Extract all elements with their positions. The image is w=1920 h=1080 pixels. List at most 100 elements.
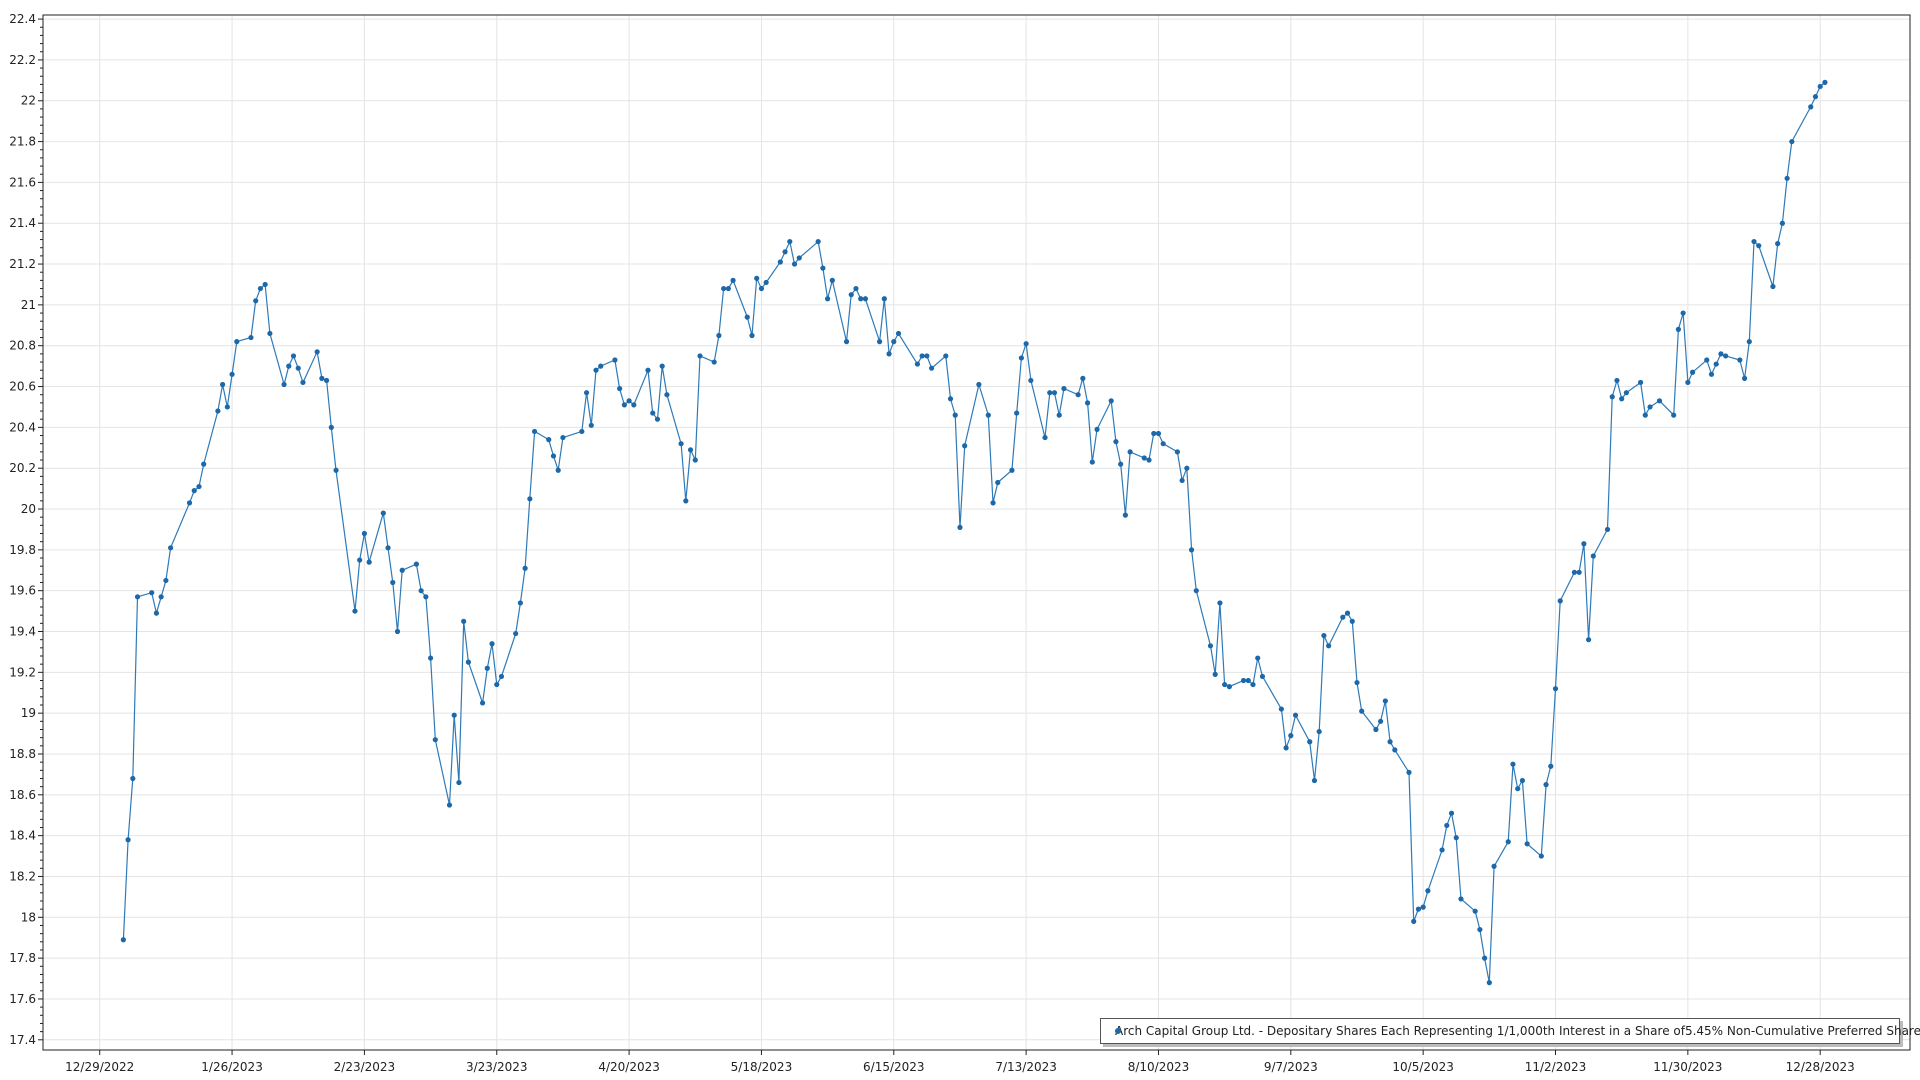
data-point — [1075, 392, 1081, 398]
data-point — [1723, 353, 1729, 359]
data-point — [1609, 394, 1615, 400]
y-tick-label: 20.6 — [9, 380, 36, 394]
data-point — [361, 530, 368, 537]
data-point — [295, 365, 301, 371]
data-point — [862, 296, 869, 302]
data-point — [418, 588, 424, 594]
data-point — [976, 381, 982, 388]
data-point — [1127, 449, 1133, 455]
data-point — [498, 673, 505, 680]
data-point — [1009, 467, 1015, 473]
data-point — [782, 249, 788, 255]
data-point — [815, 238, 821, 245]
data-point — [891, 339, 897, 345]
data-point — [1604, 526, 1611, 533]
data-point — [286, 363, 292, 369]
data-point — [1250, 681, 1256, 688]
data-point — [465, 659, 471, 665]
data-point — [1808, 104, 1814, 110]
data-point — [328, 424, 334, 430]
data-point — [1018, 355, 1025, 361]
data-point — [853, 285, 859, 292]
y-tick-label: 19.6 — [9, 584, 36, 598]
data-point — [1552, 686, 1559, 692]
data-point — [191, 488, 197, 494]
data-point — [598, 363, 604, 369]
data-point — [1188, 547, 1195, 553]
data-point — [390, 579, 396, 586]
data-point — [687, 447, 694, 453]
data-point — [158, 594, 164, 600]
data-point — [1051, 390, 1058, 396]
data-point — [555, 467, 561, 473]
y-tick-label: 21.2 — [9, 257, 36, 271]
data-point — [1519, 777, 1526, 784]
data-point — [1784, 175, 1790, 181]
data-point — [843, 339, 850, 345]
data-point — [290, 353, 297, 359]
data-point — [1240, 677, 1247, 684]
data-point — [1089, 459, 1095, 465]
data-point — [1415, 906, 1422, 912]
data-point — [791, 261, 798, 267]
y-tick-label: 22.2 — [9, 53, 36, 67]
y-tick-label: 19.8 — [9, 543, 36, 557]
data-point — [1741, 375, 1748, 381]
x-tick-label: 10/5/2023 — [1392, 1060, 1454, 1074]
data-point — [323, 377, 330, 384]
y-tick-label: 18.4 — [9, 829, 36, 843]
data-point — [413, 561, 419, 567]
data-point — [763, 279, 769, 286]
gridlines — [43, 15, 1910, 1050]
data-point — [995, 479, 1001, 486]
data-point — [943, 353, 949, 359]
data-point — [749, 332, 755, 339]
data-point — [1179, 477, 1185, 484]
data-point — [1255, 655, 1261, 661]
series-markers — [120, 79, 1828, 986]
data-point — [730, 277, 736, 283]
data-point — [149, 590, 155, 596]
data-point — [163, 577, 169, 584]
data-point — [1637, 379, 1644, 386]
data-point — [1789, 138, 1795, 145]
data-point — [550, 453, 557, 459]
data-point — [1671, 412, 1677, 418]
y-tick-label: 18.2 — [9, 869, 36, 883]
data-point — [1411, 918, 1417, 924]
data-point — [820, 265, 826, 271]
data-point — [583, 390, 590, 396]
data-point — [626, 398, 632, 404]
data-point — [1326, 643, 1332, 649]
data-point — [962, 443, 968, 449]
x-tick-label: 9/7/2023 — [1264, 1060, 1318, 1074]
data-point — [1779, 220, 1785, 226]
data-point — [654, 416, 661, 422]
data-point — [399, 567, 405, 573]
data-point — [319, 375, 325, 381]
y-tick-label: 21.4 — [9, 216, 36, 230]
y-tick-label: 19 — [21, 706, 36, 720]
data-point — [186, 500, 193, 506]
data-point — [1477, 926, 1483, 933]
data-point — [1642, 412, 1648, 418]
data-point — [1548, 763, 1554, 769]
data-point — [593, 367, 599, 373]
data-point — [517, 600, 523, 606]
data-point — [352, 608, 358, 614]
data-point — [1482, 955, 1488, 961]
data-point — [366, 559, 372, 565]
data-point — [1458, 896, 1464, 902]
data-point — [848, 292, 854, 298]
data-point — [664, 392, 670, 398]
data-point — [1515, 786, 1521, 792]
data-point — [1344, 610, 1351, 616]
y-tick-label: 17.6 — [9, 992, 36, 1006]
data-point — [1448, 810, 1455, 816]
y-tick-label: 21 — [21, 298, 36, 312]
data-point — [617, 385, 623, 392]
data-point — [1444, 822, 1450, 829]
data-point — [947, 396, 954, 402]
data-point — [1614, 377, 1620, 384]
data-point — [201, 461, 207, 467]
